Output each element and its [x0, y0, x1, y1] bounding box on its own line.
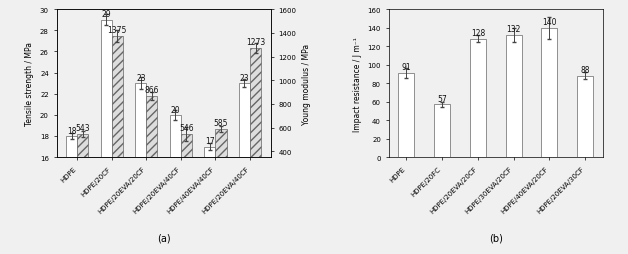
Bar [204, 147, 215, 254]
Text: 546: 546 [179, 123, 194, 132]
Bar [434, 105, 450, 157]
Text: 866: 866 [144, 86, 159, 94]
Bar [170, 115, 181, 254]
Text: 88: 88 [580, 66, 590, 75]
Bar [250, 49, 261, 199]
Bar [135, 84, 146, 254]
Text: 23: 23 [136, 74, 146, 83]
Text: 543: 543 [75, 124, 90, 133]
Text: 57: 57 [437, 94, 447, 103]
Text: 132: 132 [506, 25, 521, 34]
Text: 1375: 1375 [107, 26, 127, 35]
Bar [470, 40, 486, 157]
Text: 20: 20 [171, 105, 180, 114]
Text: 29: 29 [102, 10, 111, 19]
Bar [112, 37, 123, 199]
Bar [577, 76, 593, 157]
Text: 17: 17 [205, 137, 215, 146]
Bar [77, 135, 89, 199]
Bar [101, 21, 112, 254]
Text: 91: 91 [401, 63, 411, 72]
Text: 128: 128 [471, 29, 485, 38]
Text: (a): (a) [157, 233, 170, 243]
Text: 1273: 1273 [246, 38, 265, 46]
Y-axis label: Impact resistance / J m⁻¹: Impact resistance / J m⁻¹ [353, 37, 362, 131]
Bar [181, 134, 192, 199]
Bar [215, 130, 227, 199]
Text: 23: 23 [240, 74, 249, 83]
Y-axis label: Tensile strength / MPa: Tensile strength / MPa [25, 42, 35, 126]
Bar [67, 136, 77, 254]
Text: 18: 18 [67, 126, 77, 135]
Text: (b): (b) [489, 233, 502, 243]
Bar [541, 28, 558, 157]
Y-axis label: Young modulus / MPa: Young modulus / MPa [302, 43, 311, 124]
Bar [239, 84, 250, 254]
Text: 585: 585 [214, 119, 228, 128]
Text: 140: 140 [542, 18, 556, 27]
Bar [146, 97, 158, 199]
Bar [506, 36, 522, 157]
Bar [398, 74, 414, 157]
